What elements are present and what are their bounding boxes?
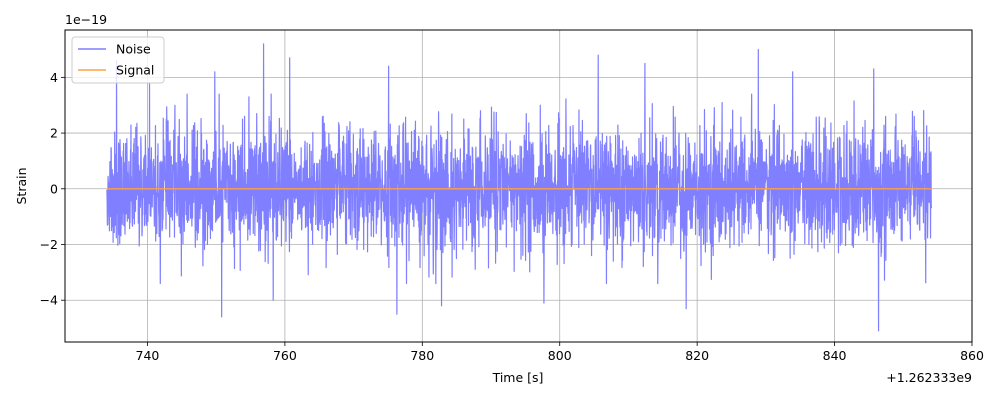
legend: Noise Signal bbox=[71, 36, 165, 84]
legend-signal-label: Signal bbox=[116, 63, 154, 78]
x-axis-label: Time [s] bbox=[492, 370, 544, 385]
x-tick-label: 800 bbox=[548, 348, 572, 363]
x-tick-label: 840 bbox=[823, 348, 847, 363]
x-tick-label: 860 bbox=[960, 348, 984, 363]
noise-line bbox=[106, 43, 933, 332]
x-tick-label: 760 bbox=[273, 348, 297, 363]
y-tick-label: −4 bbox=[40, 293, 58, 308]
legend-noise-label: Noise bbox=[116, 42, 151, 57]
x-axis-ticks: 740 760 780 800 820 840 860 bbox=[136, 342, 984, 363]
y-tick-label: −2 bbox=[40, 237, 58, 252]
y-tick-label: 4 bbox=[50, 70, 58, 85]
y-tick-label: 2 bbox=[50, 126, 58, 141]
y-scale-label: 1e−19 bbox=[65, 12, 107, 27]
plot-frame bbox=[64, 29, 973, 343]
y-axis-ticks: −4 −2 0 2 4 bbox=[40, 70, 65, 308]
y-tick-label: 0 bbox=[50, 181, 58, 196]
x-tick-label: 740 bbox=[136, 348, 160, 363]
x-tick-label: 820 bbox=[685, 348, 709, 363]
x-tick-label: 780 bbox=[410, 348, 434, 363]
noise-series bbox=[106, 43, 933, 332]
y-axis-label: Strain bbox=[14, 167, 29, 204]
x-offset-label: +1.262333e9 bbox=[886, 370, 972, 385]
